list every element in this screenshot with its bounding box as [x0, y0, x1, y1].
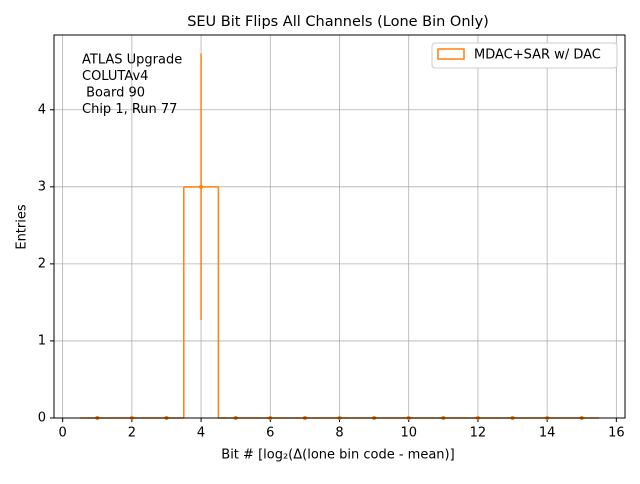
x-tick-label: 14	[539, 426, 556, 441]
x-tick-label: 0	[59, 426, 67, 441]
legend-label: MDAC+SAR w/ DAC	[474, 48, 601, 63]
point	[199, 184, 204, 189]
annotation: COLUTAv4	[82, 69, 148, 84]
y-tick-label: 2	[38, 256, 46, 271]
x-tick-label: 16	[608, 426, 625, 441]
y-tick-label: 3	[38, 179, 46, 194]
annotation: Board 90	[82, 86, 145, 101]
x-tick-label: 4	[197, 426, 205, 441]
y-tick-label: 0	[38, 411, 46, 426]
legend-swatch	[437, 48, 465, 60]
plot-frame	[53, 34, 626, 419]
y-tick-label: 1	[38, 333, 46, 348]
y-tick-label: 4	[38, 102, 46, 117]
x-axis-label: Bit # [log₂(Δ(lone bin code - mean)]	[221, 448, 454, 463]
chart-title: SEU Bit Flips All Channels (Lone Bin Onl…	[187, 14, 489, 30]
legend-box	[431, 42, 618, 69]
x-tick-label: 6	[266, 426, 274, 441]
x-tick-label: 12	[470, 426, 487, 441]
annotation: Chip 1, Run 77	[82, 102, 177, 117]
x-tick-label: 2	[128, 426, 136, 441]
x-tick-label: 8	[335, 426, 343, 441]
annotation: ATLAS Upgrade	[82, 53, 182, 68]
x-tick-label: 10	[400, 426, 417, 441]
y-axis-label: Entries	[15, 204, 30, 250]
